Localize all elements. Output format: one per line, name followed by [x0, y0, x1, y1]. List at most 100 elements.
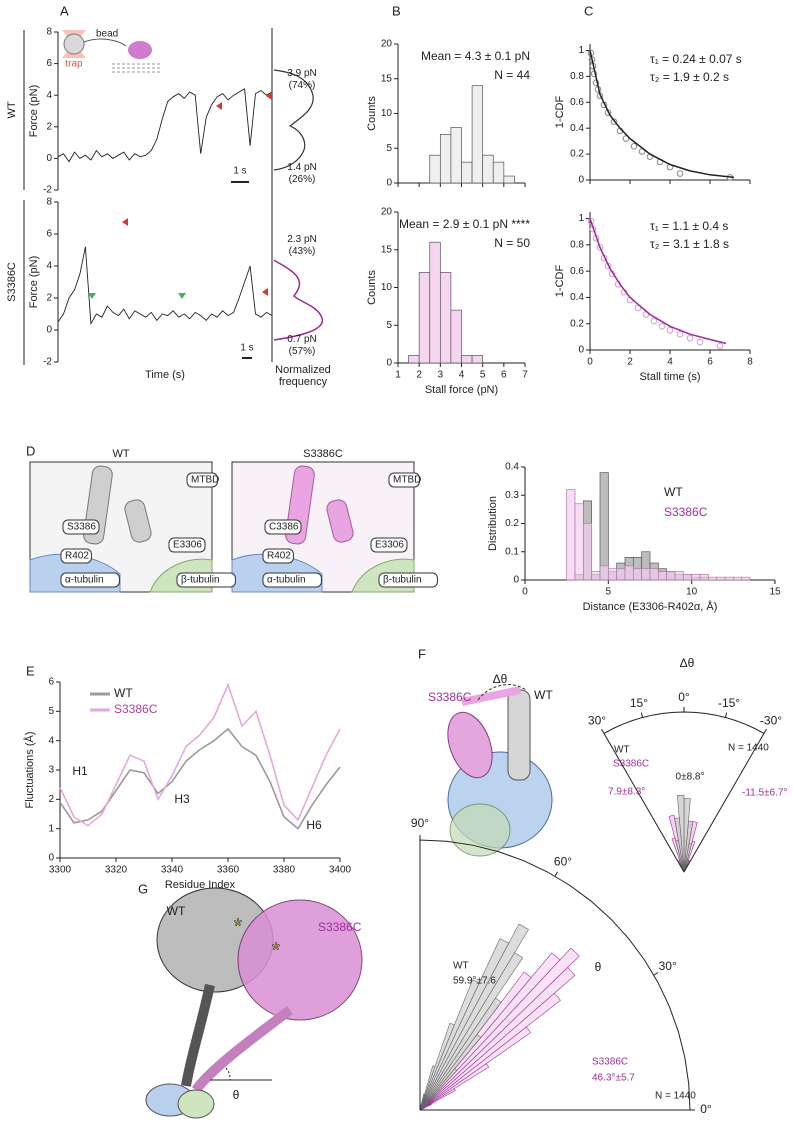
data-line — [59, 682, 341, 827]
structure-label: S3386C — [318, 920, 362, 934]
rose-bar — [419, 947, 580, 1111]
panel-label: E — [26, 663, 35, 678]
arrowhead — [266, 92, 272, 100]
d-images — [29, 461, 415, 593]
rose-bar — [419, 1022, 455, 1111]
y-tick-label: 0.8 — [570, 239, 584, 250]
label-box — [262, 572, 322, 588]
y-tick-label: 0.2 — [505, 518, 519, 529]
legend-label: WT — [114, 686, 133, 700]
marker — [622, 135, 630, 142]
y-tick-label: 2 — [46, 293, 52, 304]
bar — [599, 565, 609, 581]
x-tick-label: 10 — [686, 587, 698, 598]
rose-bar — [419, 923, 529, 1111]
x-tick-label: 15 — [769, 587, 781, 598]
y-tick-label: -2 — [43, 185, 52, 196]
bar — [471, 355, 484, 364]
y-tick-label: 1 — [578, 213, 584, 224]
f-structure — [447, 684, 553, 857]
bar — [666, 571, 676, 581]
y-tick-label: 0.6 — [570, 266, 584, 277]
bar — [607, 568, 618, 581]
x-tick-label: 3360 — [217, 865, 240, 876]
bar — [624, 565, 634, 581]
rose-bar — [419, 1065, 436, 1111]
y-tick-label: 6 — [48, 677, 54, 688]
x-tick-label: 0 — [587, 357, 593, 368]
bar — [641, 568, 651, 581]
legend-label: S3386C — [114, 702, 158, 716]
y-tick-label: 0.4 — [570, 292, 584, 303]
rose-bar — [419, 1068, 458, 1111]
image-title: WT — [112, 448, 129, 460]
data-line — [57, 246, 273, 326]
x-tick-label: 6 — [501, 370, 507, 381]
inset-label: trap — [65, 59, 83, 70]
side-axis-label: Normalized frequency — [275, 364, 331, 388]
x-tick-label: 5 — [480, 370, 486, 381]
structure-label: α-tubulin — [267, 575, 306, 586]
bar — [732, 576, 743, 581]
y-tick-label: 8 — [46, 27, 52, 38]
theta-tick-label: 0° — [678, 690, 690, 704]
theta-tick — [554, 871, 558, 877]
annotation: τ₂ = 3.1 ± 1.8 s — [650, 237, 729, 251]
bar — [492, 161, 505, 184]
label-box — [262, 548, 294, 564]
polar-frame — [419, 839, 691, 1111]
annotation: τ₁ = 0.24 ± 0.07 s — [650, 52, 742, 66]
panel-label: G — [138, 881, 148, 896]
y-axis-label: Fluctuations (Å) — [23, 731, 36, 808]
x-axis-label: Time (s) — [145, 369, 185, 381]
annotation: 0.7 pN (57%) — [287, 334, 317, 357]
label-box — [370, 537, 408, 553]
label-box — [60, 548, 92, 564]
y-tick-label: 5 — [386, 143, 392, 154]
x-tick-label: 3380 — [273, 865, 296, 876]
structure-label: E3306 — [173, 540, 202, 551]
label-box — [388, 472, 420, 488]
annotation: 3.9 pN (74%) — [287, 68, 317, 91]
structure-label: β-tubulin — [383, 575, 422, 586]
annotation: 46.3°±5.7 — [592, 1073, 635, 1084]
data-line — [589, 50, 735, 179]
rose-bar — [419, 952, 524, 1111]
x-axis-label: Stall force (pN) — [425, 384, 498, 396]
y-tick-label: 0 — [513, 575, 519, 586]
bar — [408, 355, 420, 364]
y-tick-label: 3 — [48, 765, 54, 776]
bar — [471, 85, 484, 184]
marker — [676, 330, 684, 338]
y-tick-label: 0.8 — [570, 71, 584, 82]
rose-bar — [419, 979, 480, 1111]
rose-bar — [419, 997, 502, 1111]
inset-label: bead — [96, 29, 118, 40]
marker — [658, 323, 666, 330]
bar — [682, 573, 693, 581]
marker — [666, 326, 674, 334]
label-box — [378, 572, 438, 588]
arrowhead — [88, 293, 96, 299]
y-tick-label: 5 — [386, 320, 392, 331]
bar — [482, 154, 494, 184]
y-axis-label: Counts — [366, 270, 378, 305]
y-tick-label: 8 — [46, 197, 52, 208]
panel-label: B — [392, 3, 401, 18]
svg-text:*: * — [272, 939, 280, 961]
bar — [716, 576, 726, 581]
x-tick-label: 2 — [416, 370, 422, 381]
legend-label: S3386C — [613, 759, 649, 770]
bar — [461, 355, 473, 364]
structure-label: MTBD — [393, 475, 421, 486]
structure-label: WT — [534, 688, 553, 702]
bar — [450, 127, 462, 184]
arrowhead — [262, 288, 268, 296]
y-tick-label: 20 — [381, 207, 393, 218]
y-tick-label: 0.3 — [505, 490, 519, 501]
bar — [632, 568, 643, 581]
marker — [696, 338, 704, 346]
y-tick-label: 10 — [381, 108, 393, 119]
y-tick-label: 4 — [46, 90, 52, 101]
